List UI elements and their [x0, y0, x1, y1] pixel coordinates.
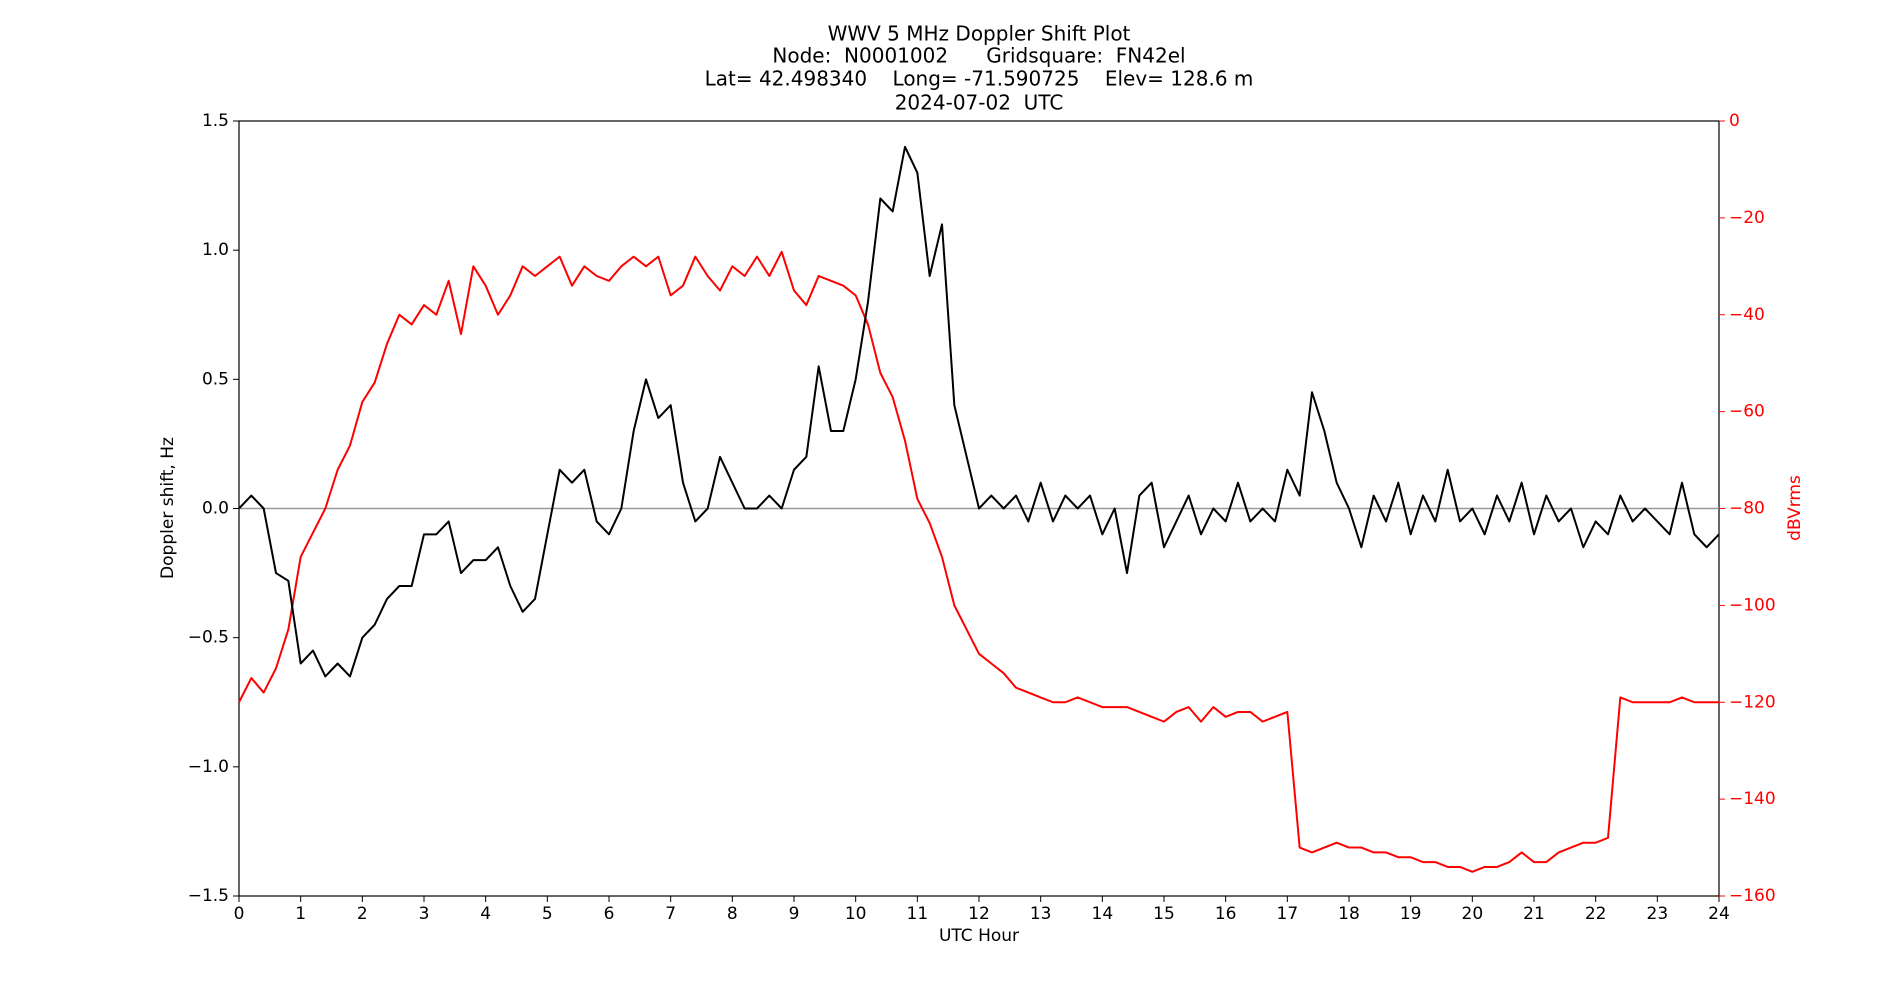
- x-tick-label: 16: [1215, 904, 1237, 924]
- x-tick-label: 20: [1462, 904, 1484, 924]
- x-tick-label: 8: [727, 904, 738, 924]
- x-tick-label: 2: [357, 904, 368, 924]
- title-line: 2024-07-02 UTC: [895, 91, 1064, 115]
- x-tick-label: 13: [1030, 904, 1052, 924]
- y2-tick-label: −40: [1729, 305, 1765, 325]
- x-tick-label: 17: [1277, 904, 1299, 924]
- y-tick-label: −1.5: [188, 886, 229, 906]
- x-tick-label: 24: [1708, 904, 1730, 924]
- x-tick-label: 12: [968, 904, 990, 924]
- x-tick-label: 5: [542, 904, 553, 924]
- x-tick-label: 6: [604, 904, 615, 924]
- y-tick-label: 1.5: [202, 111, 229, 131]
- title-line: Node: N0001002 Gridsquare: FN42el: [772, 44, 1185, 68]
- y-tick-label: 0.0: [202, 499, 229, 519]
- series-line: [238, 145, 1720, 678]
- y2-tick-label: −20: [1729, 208, 1765, 228]
- y2-tick-label: −60: [1729, 402, 1765, 422]
- y-tick-label: −0.5: [188, 628, 229, 648]
- x-tick-label: 21: [1523, 904, 1545, 924]
- x-tick-label: 1: [295, 904, 306, 924]
- y2-tick-label: −80: [1729, 499, 1765, 519]
- x-tick-label: 19: [1400, 904, 1422, 924]
- x-tick-label: 22: [1585, 904, 1607, 924]
- x-tick-label: 7: [665, 904, 676, 924]
- x-tick-label: 3: [419, 904, 430, 924]
- x-tick-label: 4: [480, 904, 491, 924]
- x-tick-label: 11: [907, 904, 929, 924]
- y-axis-label: Doppler shift, Hz: [158, 437, 178, 579]
- x-tick-label: 9: [789, 904, 800, 924]
- x-tick-label: 18: [1338, 904, 1360, 924]
- x-tick-label: 15: [1153, 904, 1175, 924]
- x-axis-label: UTC Hour: [939, 926, 1019, 946]
- x-tick-label: 10: [845, 904, 867, 924]
- y2-tick-label: −120: [1729, 692, 1776, 712]
- y-tick-label: 0.5: [202, 369, 229, 389]
- y2-tick-label: −160: [1729, 886, 1776, 906]
- title-line: WWV 5 MHz Doppler Shift Plot: [828, 22, 1131, 46]
- x-tick-label: 23: [1647, 904, 1669, 924]
- y2-tick-label: −100: [1729, 595, 1776, 615]
- y2-tick-label: −140: [1729, 789, 1776, 809]
- y-tick-label: −1.0: [188, 757, 229, 777]
- y2-axis-label: dBVrms: [1785, 475, 1805, 541]
- title-line: Lat= 42.498340 Long= -71.590725 Elev= 12…: [705, 67, 1254, 91]
- x-tick-label: 14: [1092, 904, 1114, 924]
- y-tick-label: 1.0: [202, 240, 229, 260]
- x-tick-label: 0: [234, 904, 245, 924]
- y2-tick-label: 0: [1729, 111, 1740, 131]
- series-line: [238, 250, 1719, 873]
